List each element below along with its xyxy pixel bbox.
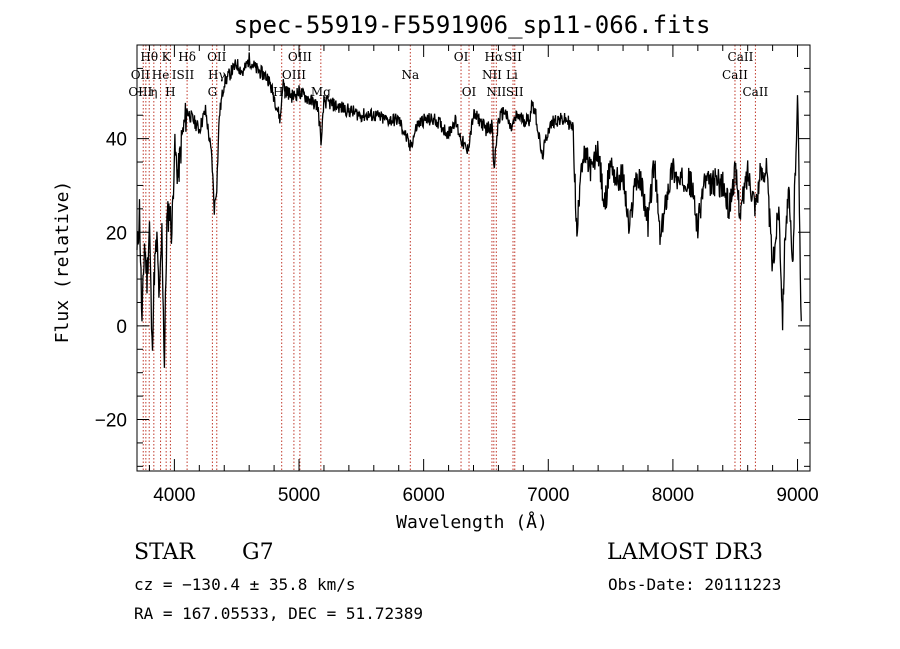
chart-title: spec-55919-F5591906_sp11-066.fits [234,11,711,39]
x-tick-label: 6000 [403,485,445,506]
spectral-line-markers [142,45,756,471]
line-label: CaII [728,50,754,64]
line-label: NII [482,68,502,82]
survey-name: LAMOST DR3 [607,540,763,565]
line-label: Na [401,68,419,82]
line-label: OII [207,50,227,64]
y-axis-label: Flux (relative) [52,181,73,344]
line-label: Hγ [208,68,226,82]
line-label: SII [506,85,524,99]
line-label: OII [131,68,151,82]
line-label: OI [454,50,469,64]
line-label: SII [504,50,522,64]
line-label: η [150,85,157,99]
plot-frame [136,44,811,472]
line-label: H [165,85,175,99]
y-tick-label: 20 [106,223,127,244]
line-label: G [208,85,218,99]
coordinates: RA = 167.05533, DEC = 51.72389 [134,604,423,623]
line-label: Hδ [178,50,196,64]
line-label: OI [462,85,477,99]
line-label: NII [486,85,506,99]
object-subclass: G7 [242,540,274,565]
spectrum-line [136,52,802,368]
x-axis-label: Wavelength (Å) [396,511,548,533]
line-label: ISII [172,68,195,82]
x-tick-label: 4000 [153,485,195,506]
obs-date: Obs-Date: 20111223 [608,575,782,594]
line-label: Mg [311,85,331,99]
line-label: Li [506,68,518,82]
y-tick-label: 40 [106,130,127,151]
line-label: K [162,50,172,64]
line-label: CaII [742,85,768,99]
axis-ticks: 4000 5000 6000 7000 8000 9000 −20 0 20 40 [95,44,819,506]
line-label: CaII [722,68,748,82]
line-label: He [152,68,170,82]
line-label: OIII [288,50,312,64]
line-label: Hα [485,50,504,64]
redshift-text: cz = −130.4 ± 35.8 km/s [134,575,356,594]
x-tick-label: 5000 [278,485,320,506]
y-tick-label: −20 [95,411,127,432]
x-tick-label: 9000 [776,485,818,506]
line-label: Hθ [140,50,158,64]
line-label: OIII [282,68,306,82]
object-class: STAR [134,540,195,565]
y-tick-label: 0 [116,317,127,338]
x-tick-label: 7000 [527,485,569,506]
x-tick-label: 8000 [652,485,694,506]
